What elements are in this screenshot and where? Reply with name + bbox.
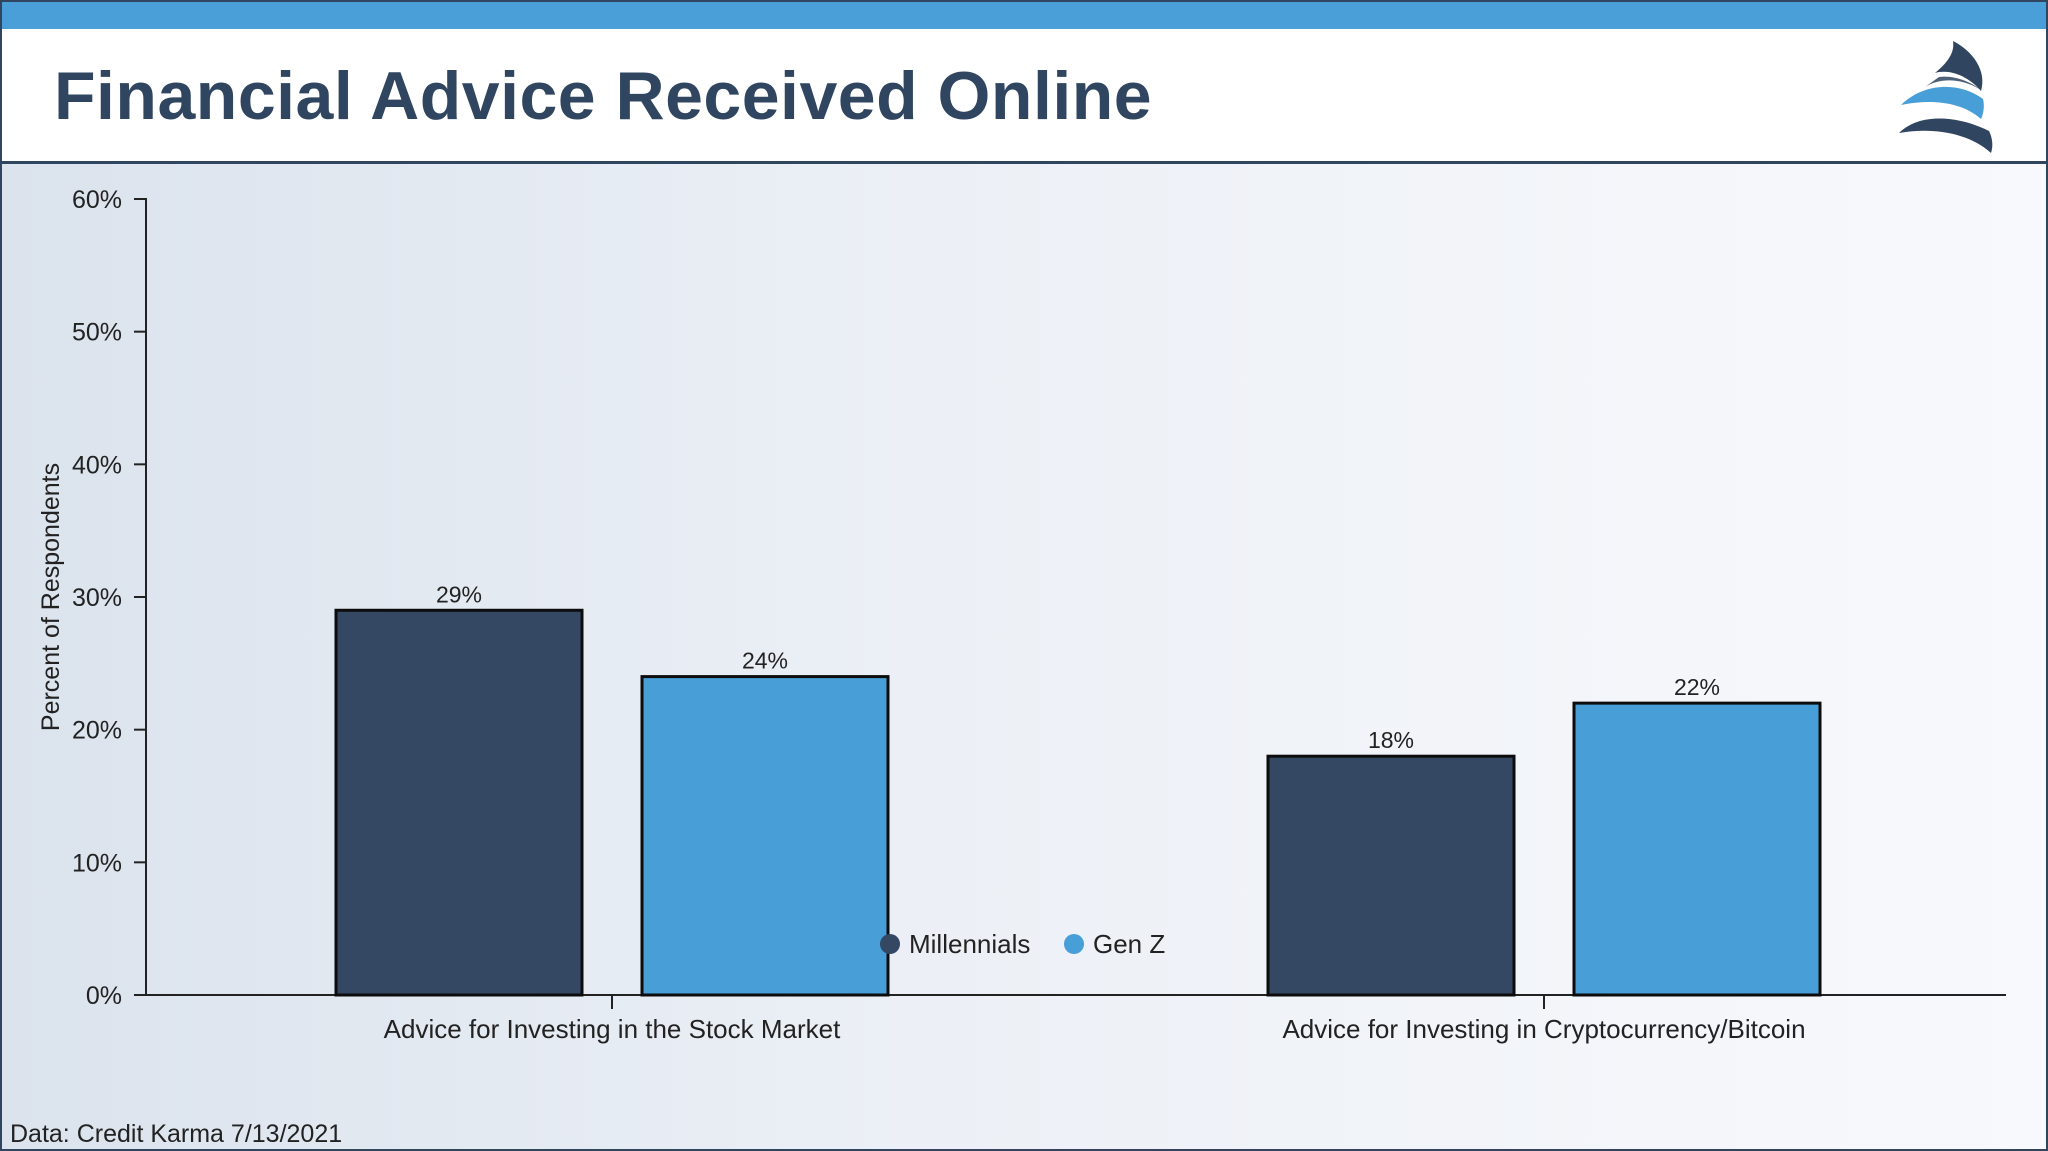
legend-label: Gen Z <box>1093 929 1165 959</box>
y-axis-title: Percent of Respondents <box>37 463 65 731</box>
company-logo <box>1899 41 1993 153</box>
bar-chart: 0% 10% 20% 30% 40% 50% 60% Percent of Responden… <box>37 186 2006 1044</box>
legend-marker <box>880 934 900 954</box>
header: Financial Advice Received Online <box>2 29 2046 164</box>
data-label: 18% <box>1368 727 1414 753</box>
page-title: Financial Advice Received Online <box>54 58 1153 134</box>
y-tick-label: 20% <box>72 717 122 745</box>
bar-millennials <box>1266 754 1516 997</box>
y-tick-label: 10% <box>72 849 122 877</box>
x-tick-label: Advice for Investing in the Stock Market <box>384 1014 841 1044</box>
bar-millennials <box>334 608 584 997</box>
y-tick-label: 30% <box>72 584 122 612</box>
y-tick-label: 40% <box>72 451 122 479</box>
y-tick-label: 50% <box>72 319 122 347</box>
data-label: 29% <box>436 581 482 607</box>
bar-gen-z <box>1572 701 1822 997</box>
data-source-note: Data: Credit Karma 7/13/2021 <box>10 1120 343 1148</box>
legend-label: Millennials <box>909 929 1030 959</box>
y-tick-label: 0% <box>86 982 122 1010</box>
x-tick-label: Advice for Investing in Cryptocurrency/B… <box>1282 1014 1805 1044</box>
chart-area: 0% 10% 20% 30% 40% 50% 60% Percent of Responden… <box>2 164 2046 1149</box>
legend-marker <box>1064 934 1084 954</box>
top-accent-bar <box>2 2 2046 30</box>
data-label: 24% <box>742 648 788 674</box>
data-label: 22% <box>1674 674 1720 700</box>
bar-gen-z <box>640 675 890 997</box>
y-tick-label: 60% <box>72 186 122 214</box>
